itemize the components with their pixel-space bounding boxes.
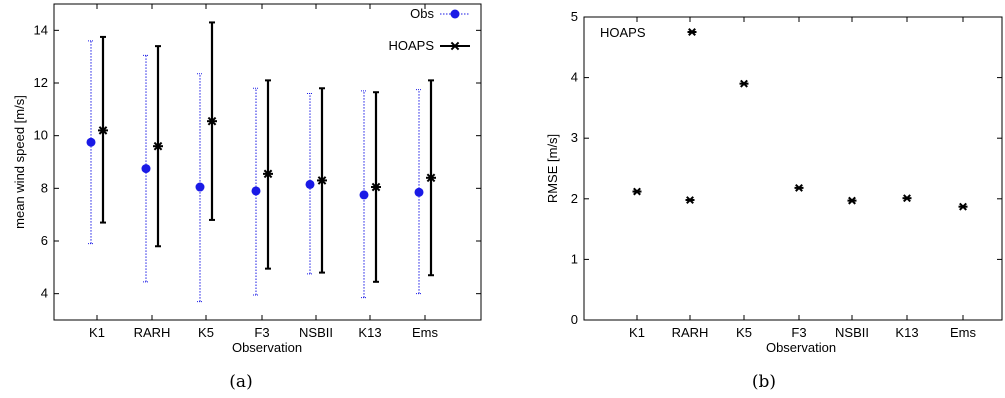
legend-marker-obs (450, 9, 460, 19)
obs-errorbar (86, 40, 96, 245)
obs-point (305, 179, 315, 189)
hoaps-errorbar (98, 35, 108, 224)
hoaps-point (426, 173, 436, 183)
caption-b: (b) (752, 372, 776, 392)
rmse-point-stroke (633, 187, 641, 196)
obs-point (414, 187, 424, 197)
hoaps-point (317, 176, 327, 185)
y-tick-label-b: 4 (571, 70, 578, 85)
obs-point (251, 186, 261, 196)
obs-point (141, 164, 151, 174)
hoaps-point-stroke (207, 116, 217, 126)
y-tick-label-a: 4 (41, 286, 48, 301)
rmse-point (685, 196, 695, 204)
rmse-point (794, 183, 804, 192)
legend-label-obs: Obs (410, 6, 434, 21)
y-tick-label-a: 12 (34, 75, 48, 90)
x-tick-label-b: F3 (791, 325, 806, 340)
rmse-point-stroke (740, 79, 748, 88)
legend-label-hoaps-b: HOAPS (600, 25, 646, 40)
legend-marker-hoaps (450, 41, 460, 51)
y-axis-label-b: RMSE [m/s] (545, 134, 560, 203)
rmse-point-stroke (903, 194, 911, 203)
hoaps-point-stroke (263, 169, 273, 179)
x-tick-label-b: K5 (736, 325, 752, 340)
y-tick-label-b: 0 (571, 312, 578, 327)
y-tick-label-b: 5 (571, 9, 578, 24)
obs-errorbar (305, 93, 315, 275)
legend-marker-hoaps-b-stroke (688, 28, 696, 36)
hoaps-point (98, 126, 108, 135)
plot-frame-b (583, 16, 1003, 321)
rmse-point (958, 202, 968, 211)
hoaps-point-stroke (153, 141, 163, 151)
rmse-point-stroke (848, 196, 856, 205)
legend-marker-hoaps-stroke (450, 41, 460, 51)
hoaps-errorbar (207, 21, 217, 221)
chart-b-rmse: 0 1 2 3 4 5 K1 RARH K5 F3 NSBII K13 Ems Observation RM… (545, 9, 1003, 355)
obs-point (86, 137, 96, 147)
hoaps-point (153, 141, 163, 151)
x-tick-label-b: NSBII (835, 325, 869, 340)
hoaps-errorbar (153, 45, 163, 248)
x-axis-label-b: Observation (766, 340, 836, 355)
obs-errorbar (359, 90, 369, 299)
hoaps-errorbar (426, 79, 436, 277)
rmse-point-stroke (686, 196, 694, 204)
hoaps-point-stroke (98, 126, 108, 135)
x-tick-label-a: Ems (412, 325, 439, 340)
y-tick-label-b: 2 (571, 191, 578, 206)
obs-errorbar (414, 89, 424, 295)
rmse-point (902, 194, 912, 203)
obs-errorbar (251, 87, 261, 296)
x-tick-label-b: K1 (629, 325, 645, 340)
y-tick-label-b: 1 (571, 251, 578, 266)
x-tick-label-a: K5 (198, 325, 214, 340)
hoaps-point-stroke (317, 176, 327, 185)
x-tick-label-b: RARH (672, 325, 709, 340)
x-axis-label-a: Observation (232, 340, 302, 355)
rmse-point-stroke (959, 202, 967, 211)
hoaps-point (263, 169, 273, 179)
hoaps-point-stroke (426, 173, 436, 183)
x-tick-label-b: K13 (895, 325, 918, 340)
x-tick-label-a: F3 (254, 325, 269, 340)
y-axis-label-a: mean wind speed [m/s] (12, 95, 27, 229)
obs-point (195, 182, 205, 192)
caption-a: (a) (229, 372, 252, 392)
hoaps-point-stroke (371, 182, 381, 192)
x-tick-label-a: K1 (89, 325, 105, 340)
plot-frame-a (53, 3, 482, 321)
x-tick-label-a: K13 (358, 325, 381, 340)
legend-label-hoaps: HOAPS (388, 38, 434, 53)
rmse-point (739, 79, 749, 88)
legend-b: HOAPS (600, 25, 697, 40)
y-tick-label-a: 8 (41, 180, 48, 195)
rmse-point (632, 187, 642, 196)
hoaps-point (207, 116, 217, 126)
rmse-point-stroke (795, 183, 803, 192)
obs-point (359, 190, 369, 200)
legend-marker-hoaps-b (687, 28, 697, 36)
obs-errorbar (141, 54, 151, 283)
hoaps-errorbar (263, 79, 273, 270)
chart-a-mean-wind-speed: 4 6 8 10 12 14 K1 RARH K5 F3 NSBII K13 Ems Observatio… (12, 3, 482, 355)
x-tick-label-a: NSBII (299, 325, 333, 340)
y-tick-label-a: 10 (34, 128, 48, 143)
x-tick-label-b: Ems (950, 325, 977, 340)
y-tick-label-a: 6 (41, 233, 48, 248)
hoaps-errorbar (371, 91, 381, 283)
obs-errorbar (195, 73, 205, 303)
hoaps-point (371, 182, 381, 192)
rmse-point (847, 196, 857, 205)
legend-a: Obs HOAPS (388, 6, 470, 53)
y-tick-label-a: 14 (34, 22, 48, 37)
y-tick-label-b: 3 (571, 130, 578, 145)
hoaps-errorbar (317, 87, 327, 274)
x-tick-label-a: RARH (134, 325, 171, 340)
